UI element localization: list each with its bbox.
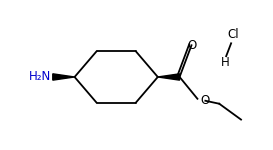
Polygon shape — [158, 74, 180, 80]
Text: H: H — [221, 56, 230, 69]
Text: O: O — [188, 39, 197, 52]
Text: H₂N: H₂N — [29, 70, 51, 84]
Text: Cl: Cl — [227, 28, 239, 41]
Text: O: O — [200, 94, 210, 107]
Polygon shape — [53, 74, 75, 80]
